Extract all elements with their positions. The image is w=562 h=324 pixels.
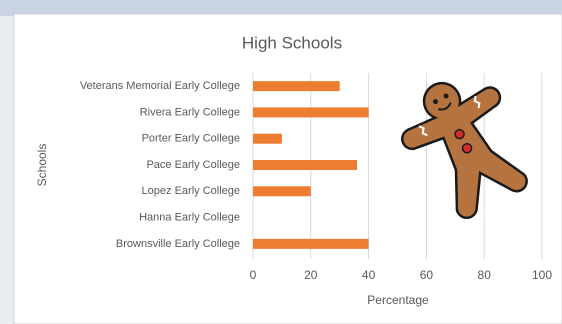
header-strip — [0, 0, 562, 16]
chart-title: High Schools — [242, 33, 342, 52]
y-tick-label: Lopez Early College — [142, 185, 240, 197]
bar — [253, 107, 369, 118]
y-tick-label: Hanna Early College — [139, 211, 240, 223]
y-axis-label: Schools — [35, 144, 49, 187]
x-tick-label: 60 — [420, 268, 434, 282]
bar — [253, 133, 282, 144]
x-tick-label: 40 — [362, 268, 376, 282]
plot: 0 20 40 60 80 100 Veterans Memorial Early Coll… — [80, 73, 552, 282]
bar — [253, 160, 358, 170]
gingerbread-decoration — [401, 81, 528, 220]
x-axis-label: Percentage — [367, 293, 429, 307]
y-tick-label: Pace Early College — [146, 159, 240, 171]
bar — [253, 238, 369, 249]
x-tick-label: 20 — [304, 268, 318, 282]
bar — [253, 186, 311, 197]
x-tick-label: 0 — [250, 268, 257, 282]
y-tick-label: Brownsville Early College — [116, 238, 240, 250]
x-tick-label: 80 — [478, 268, 492, 282]
x-tick-label: 100 — [532, 268, 552, 282]
y-tick-label: Veterans Memorial Early College — [80, 80, 240, 92]
y-tick-label: Porter Early College — [142, 133, 240, 145]
bar — [253, 81, 340, 92]
y-tick-label: Rivera Early College — [140, 106, 240, 118]
